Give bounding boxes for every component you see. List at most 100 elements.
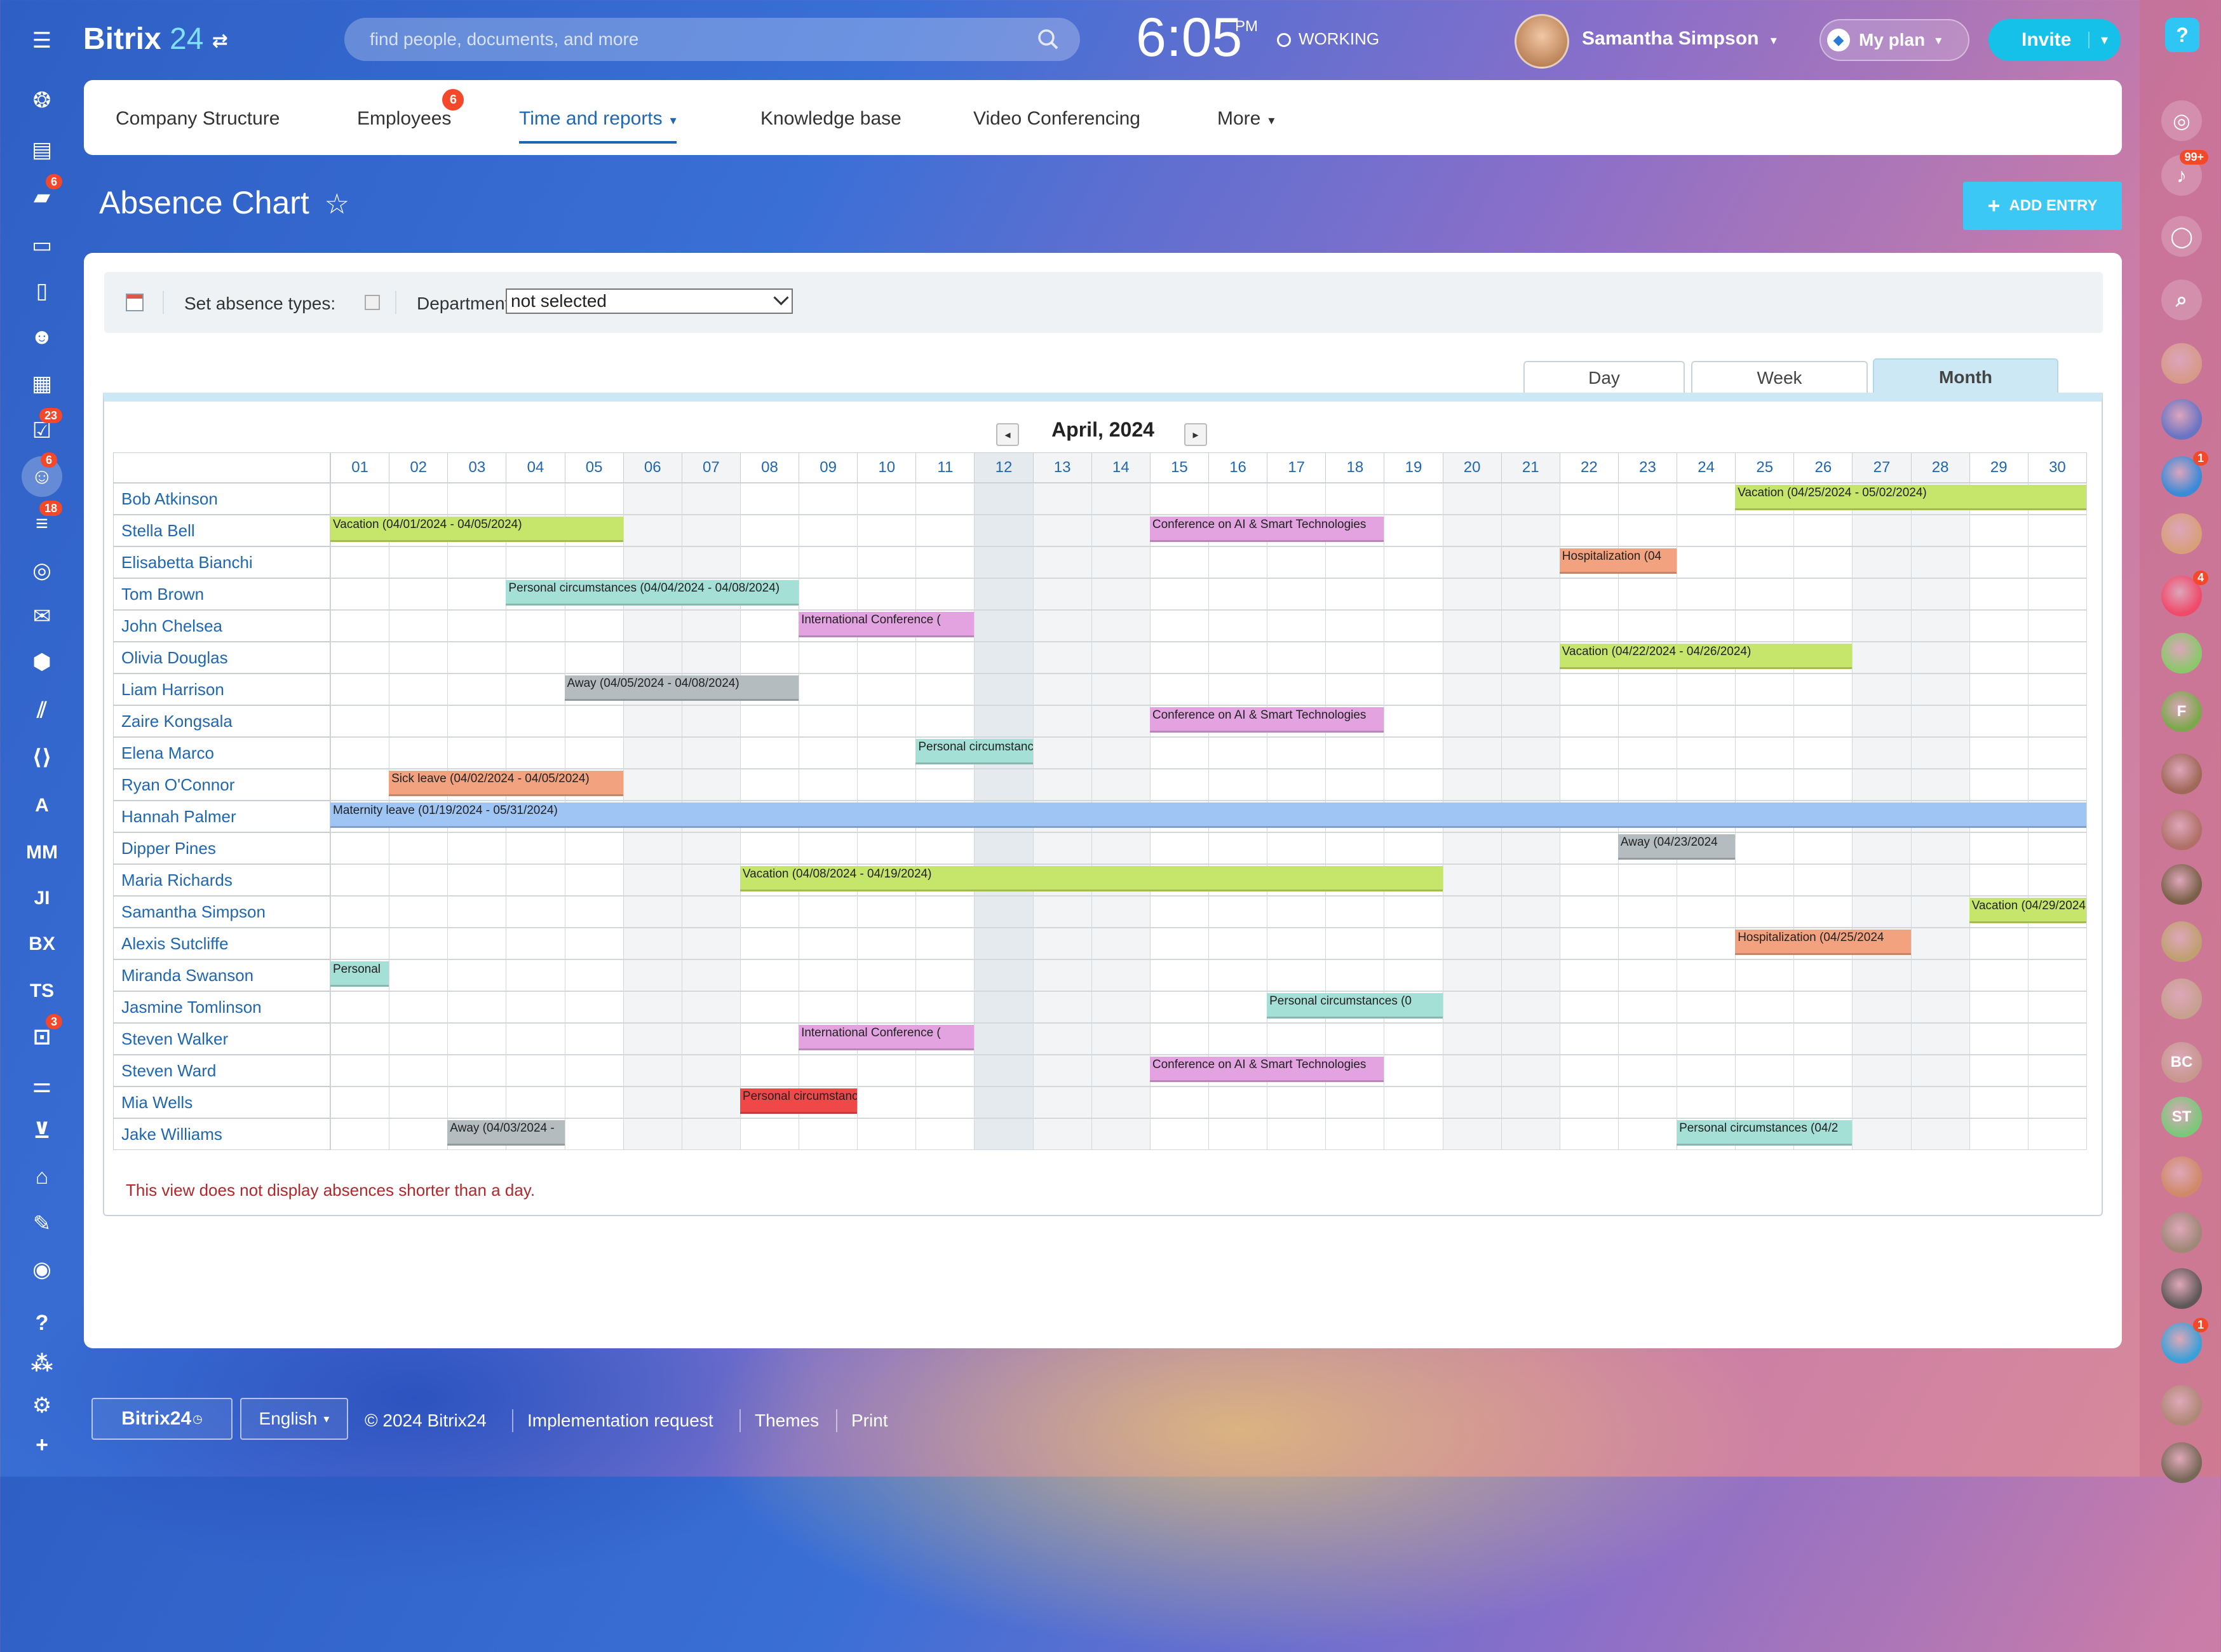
day-cell[interactable] (915, 578, 975, 610)
nav-knowledge-base[interactable]: Knowledge base (760, 108, 901, 130)
day-cell[interactable] (1793, 1023, 1853, 1055)
day-cell[interactable] (1267, 1023, 1327, 1055)
employee-name[interactable]: Tom Brown (113, 578, 330, 610)
employee-name[interactable]: John Chelsea (113, 610, 330, 642)
day-cell[interactable] (1325, 1118, 1385, 1150)
tab-day[interactable]: Day (1523, 361, 1685, 394)
day-cell[interactable] (1208, 642, 1268, 674)
day-cell[interactable] (1032, 515, 1092, 546)
sidebar-structure-icon[interactable]: ⁂ (17, 1344, 67, 1383)
day-cell[interactable] (1442, 1055, 1502, 1087)
day-cell[interactable] (1267, 578, 1327, 610)
day-cell[interactable] (623, 896, 682, 928)
day-cell[interactable] (1091, 1118, 1151, 1150)
day-cell[interactable] (623, 610, 682, 642)
day-cell[interactable] (1617, 1087, 1678, 1118)
day-cell[interactable] (915, 832, 975, 864)
day-cell[interactable] (1501, 832, 1560, 864)
search-input[interactable]: find people, documents, and more (344, 18, 1080, 61)
day-cell[interactable] (1910, 737, 1970, 769)
language-select[interactable]: English ▾ (240, 1398, 348, 1440)
employee-name[interactable]: Dipper Pines (113, 832, 330, 864)
nav-more[interactable]: More ▾ (1217, 108, 1274, 130)
day-cell[interactable] (506, 864, 565, 896)
day-cell[interactable] (1793, 610, 1853, 642)
day-cell[interactable] (447, 737, 507, 769)
employee-name[interactable]: Olivia Douglas (113, 642, 330, 674)
day-cell[interactable] (330, 674, 390, 705)
day-cell[interactable] (974, 769, 1034, 801)
day-cell[interactable] (1442, 832, 1502, 864)
day-cell[interactable] (857, 578, 917, 610)
absence-bar[interactable]: Personal circumstances (0 (1267, 993, 1443, 1019)
day-cell[interactable] (1677, 1023, 1736, 1055)
work-status[interactable]: WORKING (1277, 29, 1379, 49)
day-cell[interactable] (1852, 705, 1912, 737)
sidebar-checklist-icon[interactable]: ☑ 23 (17, 408, 67, 450)
day-cell[interactable] (1617, 578, 1678, 610)
day-cell[interactable] (389, 864, 449, 896)
day-cell[interactable] (1735, 991, 1795, 1023)
day-cell[interactable] (1793, 1087, 1853, 1118)
day-cell[interactable] (739, 515, 800, 546)
day-cell[interactable] (1501, 483, 1560, 515)
day-cell[interactable] (1852, 737, 1912, 769)
day-cell[interactable] (1442, 705, 1502, 737)
day-cell[interactable] (857, 515, 917, 546)
day-cell[interactable] (1267, 546, 1327, 578)
day-cell[interactable] (739, 483, 800, 515)
day-cell[interactable] (681, 610, 741, 642)
day-cell[interactable] (1910, 674, 1970, 705)
day-cell[interactable] (506, 959, 565, 991)
day-cell[interactable] (1735, 705, 1795, 737)
day-cell[interactable] (389, 832, 449, 864)
day-cell[interactable] (1793, 959, 1853, 991)
nav-video-conferencing[interactable]: Video Conferencing (973, 108, 1140, 130)
day-cell[interactable] (1735, 1087, 1795, 1118)
day-cell[interactable] (389, 705, 449, 737)
day-cell[interactable] (1149, 991, 1209, 1023)
day-cell[interactable] (1501, 674, 1560, 705)
day-cell[interactable] (564, 1087, 624, 1118)
day-cell[interactable] (1091, 832, 1151, 864)
day-cell[interactable] (1384, 578, 1443, 610)
day-cell[interactable] (739, 610, 800, 642)
day-cell[interactable] (330, 483, 390, 515)
sidebar-plus-icon[interactable]: + (17, 1426, 67, 1464)
day-cell[interactable] (1910, 515, 1970, 546)
day-cell[interactable] (1325, 578, 1385, 610)
day-cell[interactable] (1735, 546, 1795, 578)
sidebar-feed-icon[interactable]: ❂ (17, 81, 67, 119)
day-cell[interactable] (1091, 1023, 1151, 1055)
day-cell[interactable] (974, 642, 1034, 674)
day-cell[interactable] (447, 864, 507, 896)
day-cell[interactable] (1267, 1087, 1327, 1118)
day-cell[interactable] (506, 674, 565, 705)
contact-avatar[interactable] (2161, 921, 2202, 962)
absence-bar[interactable]: Personal circumstances (915, 739, 1033, 764)
user-avatar[interactable] (1515, 14, 1569, 69)
day-cell[interactable] (1384, 896, 1443, 928)
day-cell[interactable] (1091, 483, 1151, 515)
day-cell[interactable] (389, 546, 449, 578)
day-cell[interactable] (506, 737, 565, 769)
day-cell[interactable] (974, 896, 1034, 928)
day-cell[interactable] (915, 769, 975, 801)
day-cell[interactable] (1267, 1118, 1327, 1150)
day-cell[interactable] (1617, 864, 1678, 896)
contact-avatar[interactable]: 4 (2161, 571, 2208, 616)
day-cell[interactable] (1442, 737, 1502, 769)
day-cell[interactable] (974, 991, 1034, 1023)
day-cell[interactable] (330, 1055, 390, 1087)
day-cell[interactable] (1677, 483, 1736, 515)
day-cell[interactable] (1032, 705, 1092, 737)
day-cell[interactable] (1793, 515, 1853, 546)
day-cell[interactable] (1617, 1055, 1678, 1087)
day-cell[interactable] (330, 928, 390, 959)
day-cell[interactable] (799, 928, 858, 959)
day-cell[interactable] (1677, 991, 1736, 1023)
day-cell[interactable] (1617, 610, 1678, 642)
day-cell[interactable] (1852, 1023, 1912, 1055)
day-cell[interactable] (1267, 737, 1327, 769)
day-cell[interactable] (389, 1087, 449, 1118)
